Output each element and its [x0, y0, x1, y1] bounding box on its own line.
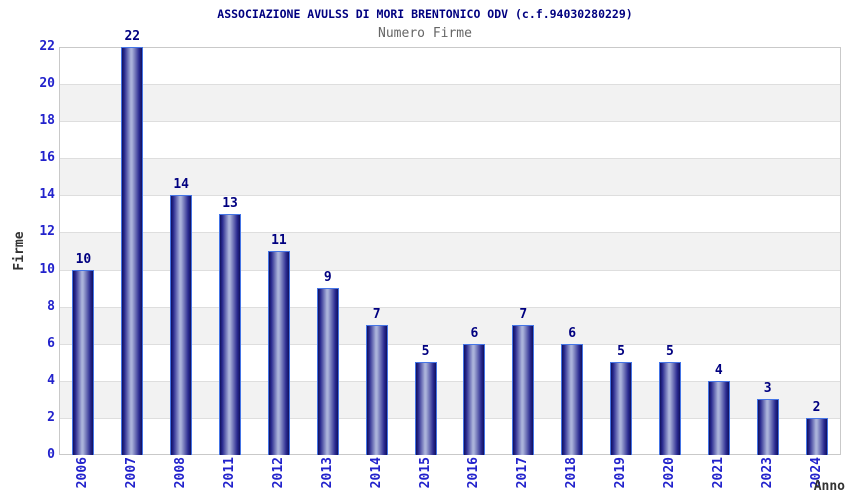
- bar-2020: [658, 362, 681, 455]
- grid-band: [60, 47, 840, 84]
- bar-value-label: 6: [470, 325, 479, 341]
- gridline: [60, 380, 840, 382]
- bar-2014: [365, 325, 388, 455]
- gridline: [60, 195, 840, 197]
- gridline: [60, 343, 840, 345]
- y-tick-label: 12: [39, 224, 55, 240]
- y-tick-label: 14: [39, 187, 55, 203]
- bar-2023: [756, 399, 779, 455]
- x-tick-label: 2006: [75, 457, 91, 489]
- bar-value-label: 10: [75, 251, 92, 267]
- gridline: [60, 306, 840, 308]
- x-tick-label: 2011: [222, 457, 238, 489]
- bar-value-label: 5: [666, 344, 674, 360]
- y-tick-label: 2: [47, 409, 55, 425]
- x-axis-title: Anno: [813, 479, 845, 494]
- y-tick-label: 22: [39, 39, 55, 54]
- gridline: [60, 84, 840, 86]
- bar-2018: [561, 343, 584, 455]
- chart-subtitle: Numero Firme: [378, 26, 472, 41]
- bar-value-label: 2: [812, 399, 821, 415]
- x-tick-label: 2007: [124, 457, 140, 489]
- x-tick-label: 2016: [466, 457, 482, 489]
- x-tick-label: 2015: [417, 457, 433, 489]
- y-tick-label: 18: [39, 113, 55, 129]
- x-tick-label: 2018: [564, 457, 580, 489]
- grid-band: [60, 158, 840, 196]
- bar-2013: [316, 288, 339, 455]
- bar-value-label: 5: [421, 344, 430, 360]
- y-tick-label: 10: [39, 261, 55, 277]
- y-tick-label: 16: [39, 150, 55, 166]
- bar-value-label: 11: [271, 233, 287, 248]
- y-tick-label: 8: [47, 298, 55, 314]
- bar-value-label: 5: [617, 344, 625, 360]
- bar-2017: [512, 325, 535, 455]
- bar-2011: [219, 213, 242, 455]
- bar-2008: [170, 195, 193, 455]
- gridline: [60, 417, 840, 419]
- bar-value-label: 13: [222, 195, 238, 211]
- gridline: [60, 232, 840, 234]
- plot-area: [59, 47, 841, 455]
- x-tick-label: 2019: [613, 457, 629, 489]
- bar-value-label: 22: [124, 29, 141, 44]
- bar-value-label: 7: [519, 307, 528, 323]
- chart-title: ASSOCIAZIONE AVULSS DI MORI BRENTONICO O…: [217, 7, 633, 21]
- x-tick-label: 2008: [173, 457, 189, 489]
- gridline: [60, 121, 840, 123]
- x-tick-label: 2013: [319, 457, 335, 489]
- bar-2021: [707, 380, 730, 455]
- bar-value-label: 9: [323, 270, 332, 286]
- bar-value-label: 4: [714, 362, 723, 378]
- gridline: [60, 269, 840, 271]
- x-tick-label: 2020: [661, 457, 677, 489]
- y-tick-label: 6: [47, 335, 55, 351]
- grid-band: [60, 121, 840, 158]
- x-tick-label: 2023: [759, 457, 775, 489]
- x-tick-label: 2012: [270, 457, 286, 489]
- bar-2024: [805, 417, 828, 455]
- bar-2019: [610, 362, 633, 455]
- x-tick-label: 2021: [710, 457, 726, 489]
- bar-value-label: 6: [568, 325, 577, 341]
- bar-value-label: 7: [372, 307, 381, 323]
- bar-2016: [463, 343, 486, 455]
- y-tick-label: 4: [47, 372, 55, 388]
- y-tick-label: 20: [39, 76, 55, 92]
- y-tick-label: 0: [47, 447, 55, 462]
- bar-2006: [72, 269, 95, 455]
- bar-value-label: 3: [763, 381, 772, 397]
- grid-band: [60, 84, 840, 122]
- bar-value-label: 14: [173, 177, 190, 193]
- bar-2015: [414, 362, 437, 455]
- bar-2007: [121, 47, 144, 455]
- gridline: [60, 158, 840, 160]
- bar-2012: [267, 251, 290, 455]
- x-tick-label: 2017: [515, 457, 531, 489]
- x-tick-label: 2014: [368, 457, 384, 489]
